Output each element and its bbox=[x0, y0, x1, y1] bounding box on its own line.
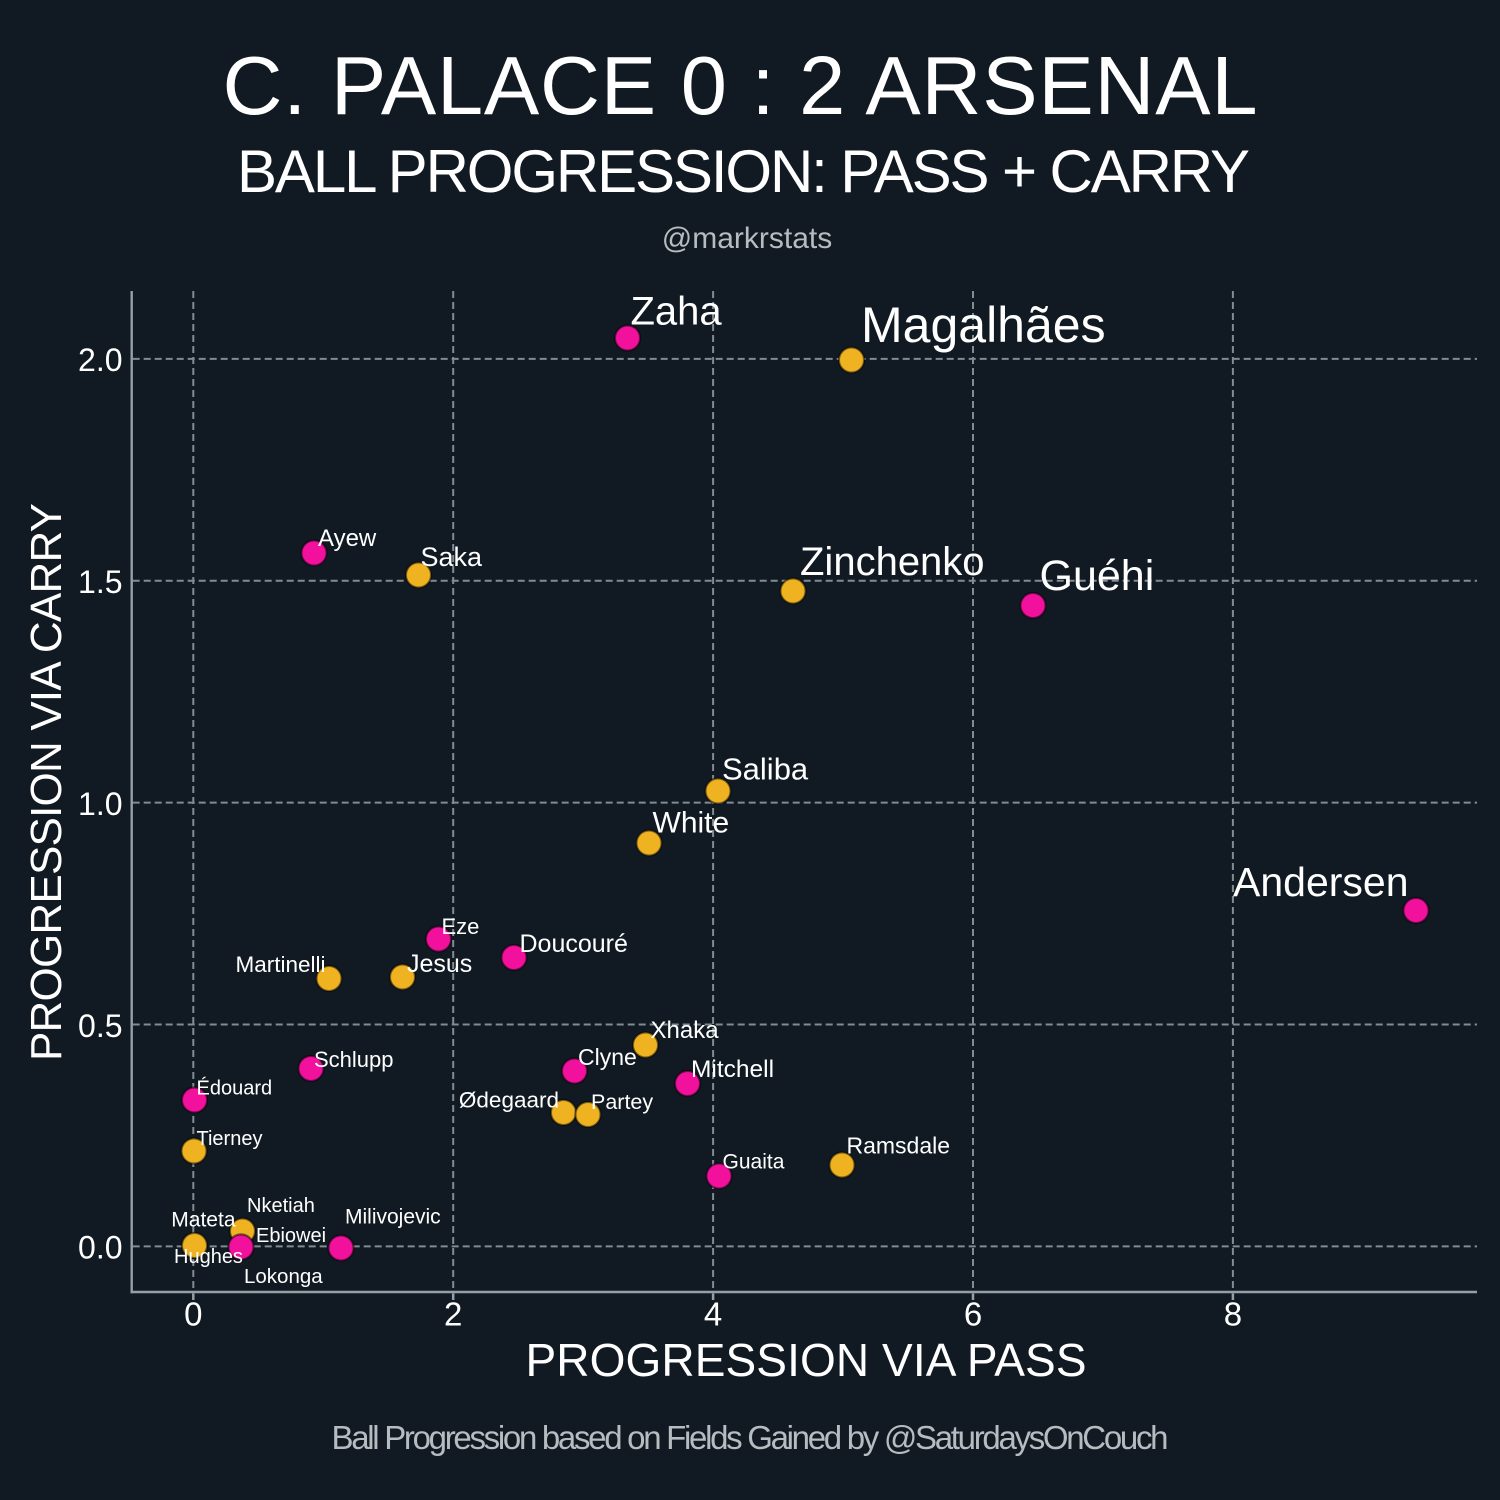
svg-text:Milivojevic: Milivojevic bbox=[345, 1206, 441, 1229]
svg-text:Saliba: Saliba bbox=[722, 752, 809, 787]
svg-text:@markrstats: @markrstats bbox=[662, 222, 832, 255]
svg-text:4: 4 bbox=[704, 1296, 722, 1333]
svg-text:Ødegaard: Ødegaard bbox=[459, 1088, 559, 1113]
svg-text:Guaita: Guaita bbox=[723, 1151, 785, 1174]
svg-text:Lokonga: Lokonga bbox=[244, 1265, 323, 1288]
svg-text:Zinchenko: Zinchenko bbox=[800, 540, 985, 584]
svg-text:PROGRESSION VIA CARRY: PROGRESSION VIA CARRY bbox=[22, 503, 71, 1061]
svg-text:0.0: 0.0 bbox=[78, 1230, 122, 1266]
svg-text:Ramsdale: Ramsdale bbox=[847, 1133, 951, 1159]
svg-text:0.5: 0.5 bbox=[78, 1008, 122, 1044]
svg-text:2.0: 2.0 bbox=[78, 342, 122, 378]
svg-text:Mitchell: Mitchell bbox=[691, 1056, 774, 1083]
svg-text:Doucouré: Doucouré bbox=[520, 930, 628, 958]
svg-text:1.0: 1.0 bbox=[78, 786, 122, 822]
svg-text:Zaha: Zaha bbox=[631, 290, 723, 334]
svg-text:0: 0 bbox=[184, 1296, 202, 1333]
svg-text:C. PALACE 0 : 2 ARSENAL: C. PALACE 0 : 2 ARSENAL bbox=[223, 39, 1258, 132]
svg-text:Xhaka: Xhaka bbox=[651, 1017, 720, 1044]
svg-text:Jesus: Jesus bbox=[407, 950, 472, 978]
svg-text:Ayew: Ayew bbox=[318, 525, 377, 552]
svg-text:BALL PROGRESSION: PASS + CARRY: BALL PROGRESSION: PASS + CARRY bbox=[237, 138, 1250, 205]
svg-text:Nketiah: Nketiah bbox=[247, 1195, 315, 1217]
svg-text:Ebiowei: Ebiowei bbox=[256, 1225, 326, 1247]
svg-text:White: White bbox=[653, 807, 730, 840]
svg-text:6: 6 bbox=[964, 1296, 982, 1333]
svg-text:Guéhi: Guéhi bbox=[1040, 552, 1155, 600]
svg-text:Édouard: Édouard bbox=[197, 1077, 273, 1100]
svg-text:Andersen: Andersen bbox=[1233, 859, 1409, 905]
svg-text:Ball Progression based on Fiel: Ball Progression based on Fields Gained … bbox=[332, 1419, 1169, 1456]
svg-text:8: 8 bbox=[1224, 1296, 1242, 1333]
svg-text:Partey: Partey bbox=[591, 1090, 653, 1114]
svg-text:Schlupp: Schlupp bbox=[314, 1047, 394, 1072]
svg-text:1.5: 1.5 bbox=[78, 564, 122, 600]
svg-text:Eze: Eze bbox=[442, 914, 480, 939]
svg-text:2: 2 bbox=[444, 1296, 462, 1333]
svg-text:Clyne: Clyne bbox=[578, 1044, 637, 1070]
svg-text:Mateta: Mateta bbox=[171, 1209, 236, 1232]
svg-text:Martinelli: Martinelli bbox=[235, 952, 325, 977]
svg-text:Tierney: Tierney bbox=[197, 1128, 263, 1150]
svg-text:Hughes: Hughes bbox=[174, 1246, 243, 1268]
svg-text:Saka: Saka bbox=[421, 542, 484, 572]
svg-text:Magalhães: Magalhães bbox=[861, 297, 1106, 353]
svg-text:PROGRESSION VIA PASS: PROGRESSION VIA PASS bbox=[526, 1334, 1087, 1386]
